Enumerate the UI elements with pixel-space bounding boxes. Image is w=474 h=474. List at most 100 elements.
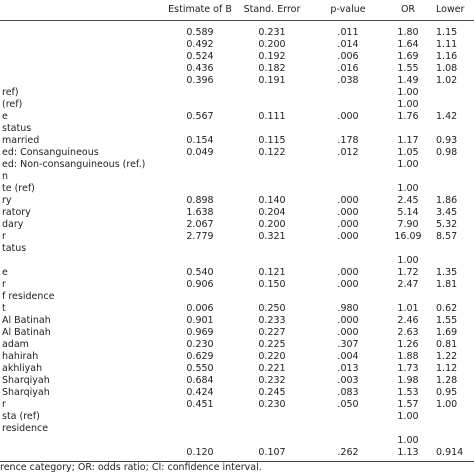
table-cell: 0.230 — [258, 399, 286, 410]
table-cell: 0.192 — [258, 51, 286, 62]
column-header: p-value — [330, 4, 366, 15]
row-label: akhliyah — [2, 363, 43, 374]
row-label: tatus — [2, 243, 27, 254]
table-cell: .178 — [337, 135, 359, 146]
table-cell: 0.524 — [186, 51, 214, 62]
table-cell: 0.121 — [258, 267, 286, 278]
row-label: r — [2, 231, 6, 242]
row-label: ed: Consanguineous — [2, 147, 99, 158]
table-cell: 1.15 — [436, 27, 458, 38]
table-cell: .000 — [337, 219, 359, 230]
table-cell: 1.81 — [436, 279, 458, 290]
table-cell: 0.115 — [258, 135, 286, 146]
table-cell: 1.12 — [436, 363, 458, 374]
table-cell: 0.049 — [186, 147, 214, 158]
table-cell: .000 — [337, 315, 359, 326]
table-cell: 0.111 — [258, 111, 286, 122]
footnote: rence category; OR: odds ratio; CI: conf… — [0, 462, 262, 473]
table-cell: 2.779 — [186, 231, 214, 242]
row-label: f residence — [2, 291, 55, 302]
table-cell: 1.00 — [397, 435, 419, 446]
table-cell: .307 — [337, 339, 359, 350]
table-cell: 1.69 — [397, 51, 419, 62]
table-cell: 3.45 — [436, 207, 458, 218]
row-label: hahirah — [2, 351, 39, 362]
table-cell: 0.81 — [436, 339, 458, 350]
table-cell: 1.02 — [436, 75, 458, 86]
table-cell: .000 — [337, 195, 359, 206]
table-cell: .014 — [337, 39, 359, 50]
table-cell: 0.200 — [258, 219, 286, 230]
row-label: adam — [2, 339, 29, 350]
header-rule — [0, 20, 474, 21]
table-cell: 0.006 — [186, 303, 214, 314]
table-cell: 1.55 — [436, 315, 458, 326]
table-cell: 1.53 — [397, 387, 419, 398]
table-cell: 2.46 — [397, 315, 419, 326]
row-label: ry — [2, 195, 12, 206]
table-cell: 1.17 — [397, 135, 419, 146]
table-cell: 1.35 — [436, 267, 458, 278]
table-cell: 0.182 — [258, 63, 286, 74]
row-label: n — [2, 171, 9, 182]
table-cell: 0.231 — [258, 27, 286, 38]
table-cell: 0.550 — [186, 363, 214, 374]
table-cell: 1.00 — [397, 87, 419, 98]
table-cell: 1.26 — [397, 339, 419, 350]
column-header: Lower — [436, 4, 465, 15]
table-cell: 0.589 — [186, 27, 214, 38]
row-label: status — [2, 123, 32, 134]
table-cell: .006 — [337, 51, 359, 62]
row-label: r — [2, 279, 6, 290]
table-cell: 5.32 — [436, 219, 458, 230]
table-cell: 1.57 — [397, 399, 419, 410]
table-cell: 0.396 — [186, 75, 214, 86]
table-cell: 1.98 — [397, 375, 419, 386]
table-cell: .016 — [337, 63, 359, 74]
table-cell: 1.69 — [436, 327, 458, 338]
table-cell: .000 — [337, 207, 359, 218]
table-cell: 0.901 — [186, 315, 214, 326]
row-label: r — [2, 399, 6, 410]
table-cell: 5.14 — [397, 207, 419, 218]
table-cell: .000 — [337, 327, 359, 338]
table-cell: 0.200 — [258, 39, 286, 50]
row-label: ratory — [2, 207, 31, 218]
table-cell: 0.250 — [258, 303, 286, 314]
table-cell: 0.321 — [258, 231, 286, 242]
table-cell: 2.47 — [397, 279, 419, 290]
row-label: Al Batinah — [2, 315, 51, 326]
table-cell: 0.154 — [186, 135, 214, 146]
column-header: Estimate of B — [168, 4, 232, 15]
row-label: sta (ref) — [2, 411, 40, 422]
table-cell: 0.436 — [186, 63, 214, 74]
table-cell: 0.98 — [436, 147, 458, 158]
table-cell: .262 — [337, 447, 359, 458]
row-label: Sharqiyah — [2, 375, 50, 386]
table-cell: 0.122 — [258, 147, 286, 158]
row-label: ref) — [2, 87, 19, 98]
table-cell: 1.42 — [436, 111, 458, 122]
table-cell: 1.55 — [397, 63, 419, 74]
table-cell: .980 — [337, 303, 359, 314]
row-label: (ref) — [2, 99, 23, 110]
table-cell: 0.567 — [186, 111, 214, 122]
table-cell: 1.01 — [397, 303, 419, 314]
row-label: te (ref) — [2, 183, 35, 194]
table-cell: 8.57 — [436, 231, 458, 242]
row-label: residence — [2, 423, 49, 434]
table-cell: 1.00 — [397, 411, 419, 422]
table-cell: 1.22 — [436, 351, 458, 362]
table-cell: 1.00 — [397, 255, 419, 266]
table-cell: .003 — [337, 375, 359, 386]
table-cell: 1.28 — [436, 375, 458, 386]
table-cell: 0.233 — [258, 315, 286, 326]
table-cell: 1.00 — [397, 99, 419, 110]
table-cell: .000 — [337, 231, 359, 242]
row-label: e — [2, 267, 8, 278]
table-cell: 0.451 — [186, 399, 214, 410]
table-cell: 0.220 — [258, 351, 286, 362]
row-label: ed: Non-consanguineous (ref.) — [2, 159, 146, 170]
table-cell: 0.191 — [258, 75, 286, 86]
table-cell: 1.76 — [397, 111, 419, 122]
